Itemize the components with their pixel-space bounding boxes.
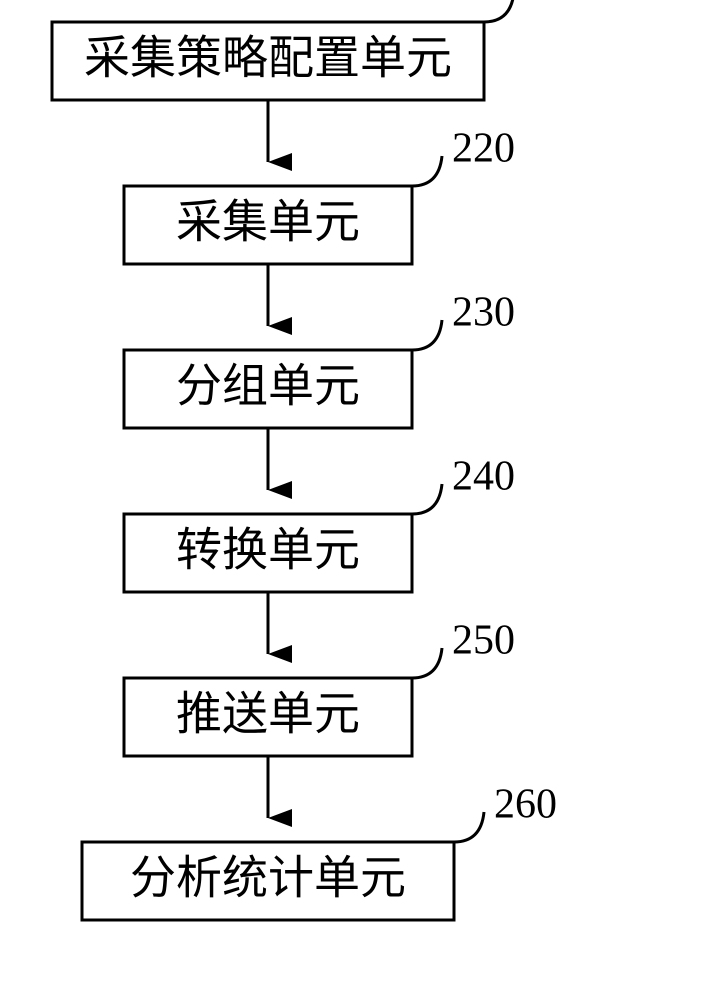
flow-node-label: 转换单元 [176,525,360,576]
leader-line [412,156,442,186]
flow-node-number: 240 [452,454,515,500]
flow-node: 分组单元 230 [124,290,515,428]
flow-node-number: 250 [452,618,515,664]
flow-node-label: 分析统计单元 [130,853,406,904]
flow-node-number: 210 [524,0,587,8]
flow-node: 采集策略配置单元 210 [52,0,587,100]
leader-line [412,648,442,678]
leader-line [412,320,442,350]
flow-node-number: 260 [494,782,557,828]
flow-node: 转换单元 240 [124,454,515,592]
flow-node: 推送单元 250 [124,618,515,756]
flow-node-label: 分组单元 [176,361,360,412]
flow-node: 采集单元 220 [124,126,515,264]
flow-node-number: 220 [452,126,515,172]
leader-line [412,484,442,514]
leader-line [454,812,484,842]
flow-node-label: 推送单元 [176,689,360,740]
flow-node-label: 采集策略配置单元 [84,33,452,84]
flowchart-diagram: 采集策略配置单元 210 采集单元 220 分组单元 230 转换单元 240 推送单元 250 分… [0,0,712,1000]
leader-line [484,0,514,22]
flow-node: 分析统计单元 260 [82,782,557,920]
flow-node-number: 230 [452,290,515,336]
flow-node-label: 采集单元 [176,197,360,248]
